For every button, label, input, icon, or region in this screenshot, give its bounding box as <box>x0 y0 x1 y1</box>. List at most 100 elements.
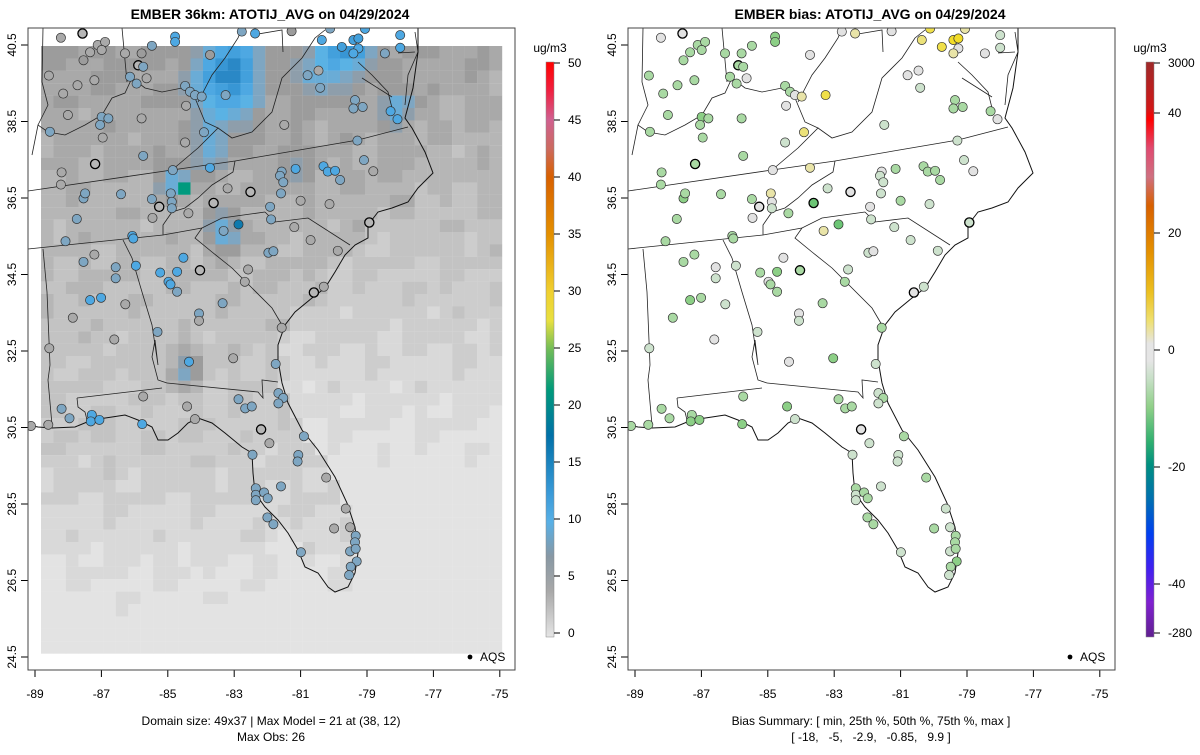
model-grid-cell <box>115 554 129 567</box>
model-grid-cell <box>352 343 366 357</box>
model-grid-cell <box>178 108 191 121</box>
model-grid-cell <box>190 492 204 505</box>
model-grid-cell <box>290 318 303 332</box>
model-grid-cell <box>265 120 278 133</box>
aqs-site-marker <box>360 28 370 34</box>
model-grid-cell <box>165 108 179 121</box>
model-grid-cell <box>452 442 465 456</box>
model-grid-cell <box>340 604 353 617</box>
model-grid-cell <box>128 467 141 481</box>
model-grid-cell <box>302 442 316 456</box>
model-grid-cell <box>452 182 465 195</box>
model-grid-cell <box>78 604 91 617</box>
model-grid-cell <box>65 256 79 270</box>
model-grid-cell <box>265 46 278 59</box>
model-grid-cell <box>65 467 79 481</box>
model-grid-cell <box>128 95 141 109</box>
model-grid-cell <box>78 430 91 443</box>
aqs-site-marker <box>270 359 281 369</box>
aqs-site-marker <box>266 214 277 225</box>
model-grid-cell <box>178 467 191 481</box>
aqs-site-marker <box>655 179 666 190</box>
model-grid-cell <box>41 604 54 617</box>
model-grid-cell <box>178 480 191 493</box>
model-grid-cell <box>140 554 154 567</box>
model-grid-cell <box>427 343 440 357</box>
model-grid-cell <box>327 455 341 468</box>
model-grid-cell <box>115 145 129 158</box>
aqs-site-marker <box>295 195 306 206</box>
model-grid-cell <box>153 132 166 146</box>
model-grid-cell <box>53 517 67 530</box>
model-grid-cell <box>165 504 179 518</box>
aqs-site-marker <box>710 262 721 273</box>
model-grid-cell <box>327 343 341 357</box>
aqs-site-marker <box>290 163 301 174</box>
model-grid-cell <box>78 529 91 543</box>
aqs-site-marker <box>130 260 141 271</box>
model-grid-cell <box>414 108 428 121</box>
model-grid-cell <box>377 120 390 133</box>
model-grid-cell <box>402 318 415 332</box>
model-grid-cell <box>489 331 503 344</box>
model-grid-cell <box>327 442 341 456</box>
model-grid-cell <box>103 492 116 505</box>
model-grid-cell <box>115 207 129 220</box>
aqs-site-marker <box>170 36 181 47</box>
model-grid-cell <box>414 207 428 220</box>
model-grid-cell <box>414 356 428 369</box>
model-grid-cell <box>402 554 415 567</box>
model-grid-cell <box>252 504 266 518</box>
model-grid-cell <box>477 368 490 381</box>
x-tick-label: -87 <box>693 687 711 701</box>
model-grid-cell <box>240 306 253 319</box>
model-grid-cell <box>53 219 67 233</box>
aqs-site-marker <box>850 28 861 39</box>
model-grid-cell <box>53 393 67 406</box>
model-grid-cell <box>178 318 191 332</box>
model-grid-cell <box>327 318 341 332</box>
aqs-site-marker <box>695 119 706 130</box>
model-grid-cell <box>315 145 328 158</box>
aqs-site-marker <box>876 481 886 492</box>
model-grid-cell <box>128 405 141 419</box>
aqs-site-marker <box>353 33 364 44</box>
model-grid-cell <box>365 368 378 381</box>
model-grid-cell <box>377 455 390 468</box>
model-grid-cell <box>414 281 428 295</box>
model-grid-cell <box>252 256 266 270</box>
model-grid-cell <box>165 542 179 555</box>
model-grid-cell <box>365 120 378 133</box>
model-grid-cell <box>53 480 67 493</box>
model-grid-cell <box>215 157 228 171</box>
state-boundary <box>642 248 653 426</box>
aqs-site-marker <box>364 217 375 228</box>
model-grid-cell <box>389 405 403 419</box>
aqs-site-marker <box>89 158 101 170</box>
x-tick-label: -75 <box>491 687 509 701</box>
model-grid-cell <box>302 219 316 233</box>
model-grid-cell <box>452 529 465 543</box>
model-grid-cell <box>103 306 116 319</box>
model-grid-cell <box>203 492 216 505</box>
model-grid-cell <box>240 604 253 617</box>
model-grid-cell <box>90 591 104 605</box>
model-grid-cell <box>215 108 228 121</box>
aqs-site-marker <box>43 419 54 430</box>
model-grid-cell <box>352 145 366 158</box>
state-boundary <box>1004 31 1019 106</box>
model-grid-cell <box>352 318 366 332</box>
model-grid-cell <box>41 46 54 59</box>
model-grid-cell <box>402 232 415 245</box>
model-grid-cell <box>53 455 67 468</box>
model-grid-cell <box>78 219 91 233</box>
model-grid-cell <box>414 83 428 96</box>
model-grid-cell <box>128 579 141 592</box>
aqs-site-marker <box>262 512 273 523</box>
model-grid-cell <box>340 356 353 369</box>
model-grid-cell <box>452 504 465 518</box>
model-grid-cell <box>427 455 440 468</box>
model-grid-cell <box>265 604 278 617</box>
model-grid-cell <box>103 120 116 133</box>
model-grid-cell <box>489 480 503 493</box>
